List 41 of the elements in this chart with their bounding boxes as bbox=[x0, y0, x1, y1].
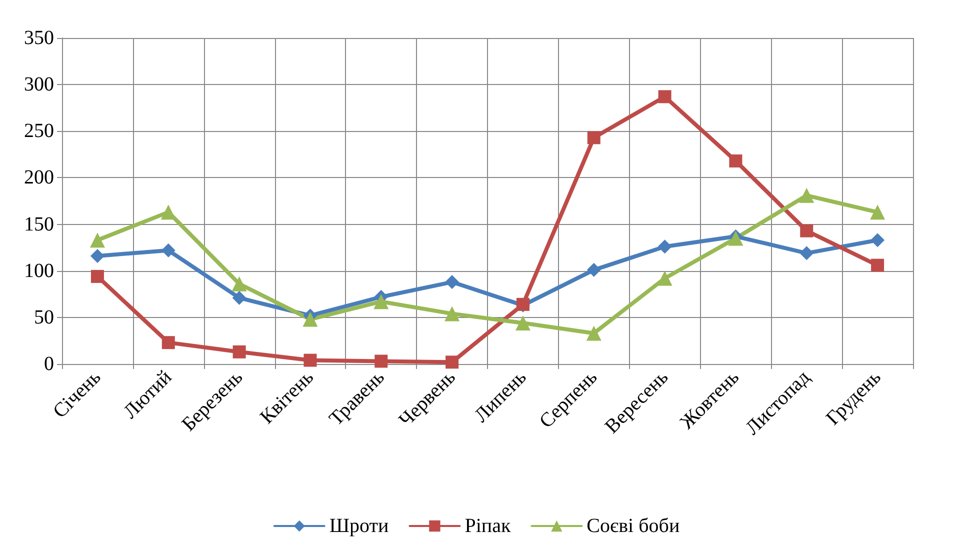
point bbox=[587, 131, 600, 144]
point bbox=[161, 243, 176, 258]
point bbox=[658, 90, 672, 104]
point bbox=[232, 290, 246, 305]
y-tick-label: 50 bbox=[34, 306, 54, 328]
point bbox=[870, 233, 885, 248]
point bbox=[446, 356, 459, 369]
point bbox=[445, 275, 460, 290]
point bbox=[90, 232, 105, 248]
point bbox=[304, 354, 317, 367]
point bbox=[800, 246, 814, 260]
y-tick-label: 300 bbox=[24, 74, 54, 96]
point bbox=[871, 258, 884, 272]
point bbox=[90, 270, 104, 283]
point bbox=[799, 188, 814, 203]
point bbox=[800, 224, 814, 238]
point bbox=[162, 336, 175, 350]
point bbox=[444, 306, 460, 322]
point bbox=[728, 230, 744, 246]
y-tick-label: 100 bbox=[24, 260, 54, 282]
legend-label: Шроти bbox=[329, 515, 389, 537]
point bbox=[658, 240, 672, 254]
point bbox=[657, 270, 672, 286]
y-tick-label: 200 bbox=[24, 166, 54, 189]
legend-label: Соєві боби bbox=[586, 515, 680, 537]
point bbox=[586, 326, 602, 341]
y-tick-label: 0 bbox=[44, 353, 54, 375]
point bbox=[232, 345, 246, 358]
point bbox=[302, 312, 318, 327]
point bbox=[586, 262, 601, 277]
point bbox=[374, 294, 389, 310]
legend-label: Ріпак bbox=[464, 515, 511, 537]
y-tick-label: 150 bbox=[24, 213, 54, 236]
y-tick-label: 350 bbox=[24, 27, 54, 49]
point bbox=[870, 204, 886, 220]
point bbox=[374, 354, 388, 368]
point bbox=[232, 276, 247, 292]
point bbox=[515, 316, 530, 331]
point bbox=[729, 154, 742, 168]
point bbox=[90, 248, 104, 263]
y-tick-label: 250 bbox=[24, 120, 54, 142]
